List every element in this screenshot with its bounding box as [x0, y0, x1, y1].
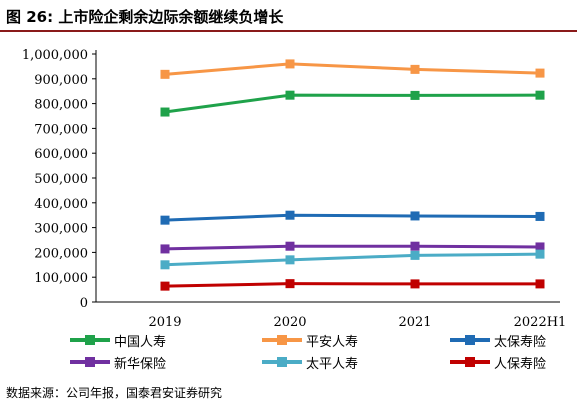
legend-swatch: [262, 332, 302, 348]
x-tick-label: 2019: [148, 315, 181, 330]
data-point: [410, 241, 420, 251]
series-line: [164, 244, 541, 251]
y-tick-label: 200,000: [34, 246, 88, 261]
data-point: [285, 90, 295, 100]
y-tick-label: 1,000,000: [22, 48, 88, 63]
data-point: [160, 281, 170, 291]
data-point: [160, 260, 170, 270]
data-point: [160, 107, 170, 117]
y-tick-label: 500,000: [34, 172, 88, 187]
legend-label: 人保寿险: [494, 356, 547, 372]
y-tick-label: 900,000: [34, 73, 88, 88]
legend-item: 人保寿险: [450, 354, 547, 372]
legend-label: 太保寿险: [494, 334, 547, 350]
data-point: [160, 215, 170, 225]
data-point: [535, 68, 545, 78]
data-point: [160, 69, 170, 79]
data-point: [285, 255, 295, 265]
legend-label: 中国人寿: [114, 334, 167, 350]
data-point: [535, 279, 545, 289]
data-point: [535, 249, 545, 259]
series-line: [164, 213, 541, 222]
y-tick-label: 300,000: [34, 222, 88, 237]
legend-swatch: [450, 332, 490, 348]
legend-swatch: [262, 354, 302, 370]
y-tick-label: 700,000: [34, 122, 88, 137]
data-point: [535, 211, 545, 221]
series-line: [164, 282, 540, 288]
chart-title: 图 26: 上市险企剩余边际余额继续负增长: [6, 8, 284, 26]
x-tick-label: 2021: [398, 315, 431, 330]
legend-label: 新华保险: [114, 356, 167, 372]
legend-swatch: [450, 354, 490, 370]
chart-legend: 中国人寿 平安人寿 太保寿险新华保险 太平人寿 人保寿险: [0, 330, 577, 372]
source-note: 数据来源：公司年报，国泰君安证券研究: [6, 386, 223, 400]
data-point: [535, 90, 545, 100]
line-chart: 0 100,000 200,000 300,000 400,000 500,000 600,…: [22, 48, 567, 330]
series-line: [164, 62, 541, 76]
axis-layer: 0 100,000 200,000 300,000 400,000 500,000 600,…: [22, 48, 567, 330]
legend-label: 太平人寿: [306, 356, 359, 372]
data-point: [285, 59, 295, 69]
y-tick-label: 100,000: [34, 271, 88, 286]
legend-item: 平安人寿: [262, 332, 359, 350]
data-point: [285, 210, 295, 220]
data-point: [410, 279, 420, 289]
y-tick-label: 600,000: [34, 147, 88, 162]
data-point: [535, 242, 545, 252]
y-tick-label: 400,000: [34, 197, 88, 212]
legend-item: 中国人寿: [70, 332, 167, 350]
legend-swatch: [70, 354, 110, 370]
legend-label: 平安人寿: [306, 334, 359, 350]
title-divider: [0, 30, 577, 32]
y-tick-label: 800,000: [34, 98, 88, 113]
data-point: [410, 64, 420, 74]
data-point: [410, 250, 420, 260]
x-tick-label: 2020: [273, 315, 306, 330]
y-tick-label: 0: [80, 296, 88, 311]
data-point: [410, 211, 420, 221]
legend-swatch: [70, 332, 110, 348]
series-layer: [160, 59, 545, 291]
data-point: [285, 279, 295, 289]
legend-item: 太平人寿: [262, 354, 359, 372]
data-point: [410, 90, 420, 100]
data-point: [160, 244, 170, 254]
x-tick-label: 2022H1: [514, 315, 567, 330]
series-line: [164, 252, 541, 267]
legend-item: 新华保险: [70, 354, 167, 372]
series-line: [164, 93, 541, 114]
data-point: [285, 241, 295, 251]
legend-item: 太保寿险: [450, 332, 547, 350]
